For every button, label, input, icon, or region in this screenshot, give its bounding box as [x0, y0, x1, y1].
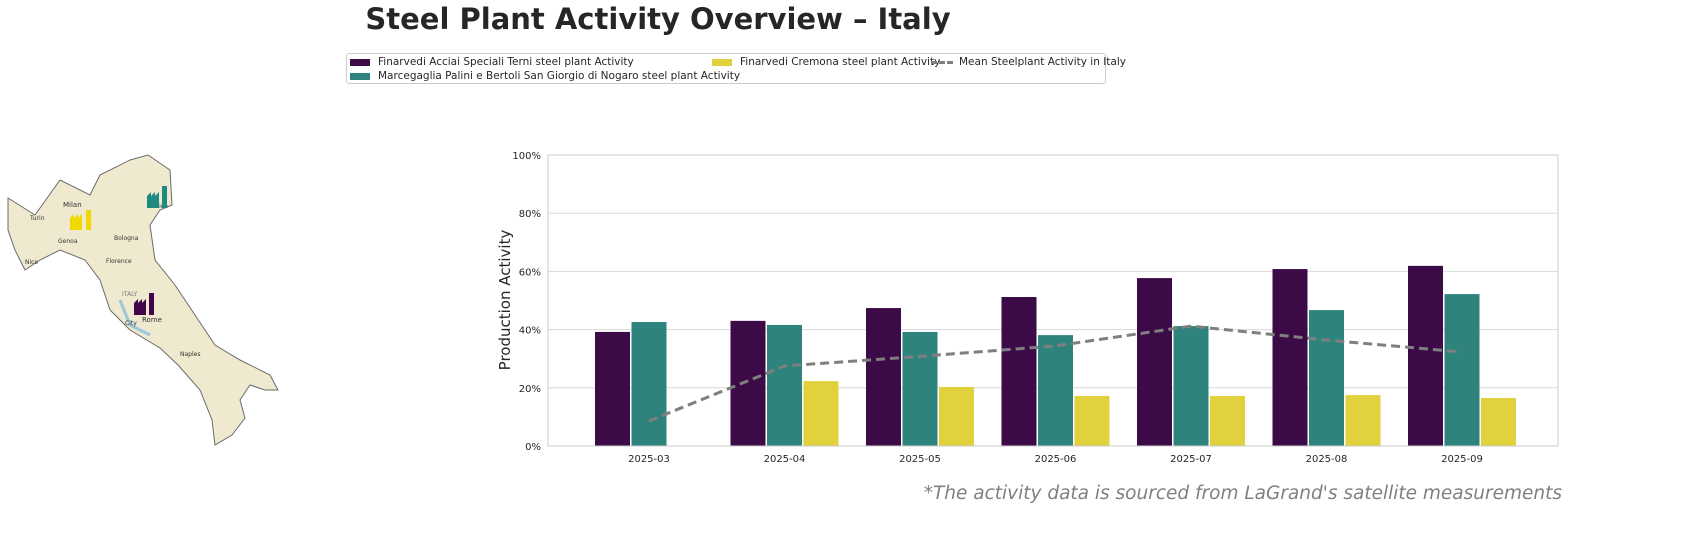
legend-label: Mean Steelplant Activity in Italy	[959, 56, 1126, 68]
legend-item-cremona: Finarvedi Cremona steel plant Activity	[712, 56, 940, 68]
map-label: Genoa	[58, 238, 78, 245]
map-label: City	[125, 320, 137, 327]
x-tick-label: 2025-09	[1441, 454, 1483, 465]
factory-icon-cremona	[70, 210, 91, 230]
chart-legend: Finarvedi Acciai Speciali Terni steel pl…	[346, 53, 1126, 84]
legend-item-mean: Mean Steelplant Activity in Italy	[931, 56, 1126, 68]
legend-swatch	[712, 58, 732, 66]
map-labels: Milan Turin Genoa Bologna Florence ITALY…	[25, 201, 200, 358]
map-label: Naples	[180, 351, 200, 358]
bar-terni	[1001, 297, 1037, 446]
plot-frame	[547, 154, 1559, 447]
map-label: Nice	[25, 259, 38, 266]
bar-marcegaglia	[767, 324, 802, 446]
legend-label: Finarvedi Cremona steel plant Activity	[740, 56, 941, 68]
x-tick-label: 2025-03	[628, 454, 670, 465]
map-label: Rome	[142, 316, 162, 324]
y-tick-label: 40%	[519, 326, 541, 337]
bar-terni	[595, 331, 630, 446]
bar-terni	[730, 320, 766, 446]
footnote: *The activity data is sourced from LaGra…	[923, 483, 1562, 504]
y-tick-label: 20%	[519, 384, 541, 395]
legend-swatch	[350, 58, 370, 66]
coast-water	[118, 299, 151, 337]
italy-map: Milan Turin Genoa Bologna Florence ITALY…	[7, 154, 279, 446]
y-tick-label: 0%	[525, 442, 541, 453]
bar-cremona	[803, 381, 839, 446]
bar-marcegaglia	[1038, 335, 1073, 446]
bar-terni	[1272, 269, 1308, 446]
bar-marcegaglia	[1173, 326, 1209, 446]
bar-marcegaglia	[902, 331, 938, 446]
bar-terni	[1137, 278, 1172, 446]
map-label: Florence	[106, 258, 132, 265]
legend-swatch	[350, 72, 370, 80]
bar-terni	[1408, 265, 1443, 446]
bar-cremona	[1345, 395, 1381, 446]
x-tick-label: 2025-08	[1306, 454, 1348, 465]
legend-item-marcegaglia: Marcegaglia Palini e Bertoli San Giorgio…	[350, 70, 740, 82]
bar-cremona	[939, 386, 974, 446]
y-tick-label: 100%	[512, 151, 541, 162]
x-tick-label: 2025-07	[1170, 454, 1212, 465]
bar-cremona	[1481, 397, 1516, 446]
bar-cremona	[1210, 395, 1245, 446]
bar-marcegaglia	[631, 322, 667, 446]
x-tick-label: 2025-06	[1035, 454, 1077, 465]
x-tick-label: 2025-04	[764, 454, 806, 465]
mean-activity-line	[648, 324, 1463, 423]
legend-dash	[931, 60, 953, 64]
bar-marcegaglia	[1309, 310, 1344, 446]
y-axis-label: Production Activity	[496, 230, 514, 371]
page-title: Steel Plant Activity Overview – Italy	[365, 2, 951, 36]
bar-terni	[866, 308, 901, 446]
y-tick-label: 60%	[519, 267, 541, 278]
legend-item-terni: Finarvedi Acciai Speciali Terni steel pl…	[350, 56, 634, 68]
map-label: ITALY	[122, 291, 138, 298]
x-tick-label: 2025-05	[899, 454, 941, 465]
bar-marcegaglia	[1444, 294, 1480, 446]
map-label: Milan	[63, 201, 82, 209]
bar-cremona	[1074, 395, 1110, 446]
legend-label: Marcegaglia Palini e Bertoli San Giorgio…	[378, 70, 741, 82]
map-label: Turin	[29, 215, 45, 222]
y-tick-label: 80%	[519, 209, 541, 220]
factory-icon-terni	[134, 293, 154, 315]
factory-icon-san-giorgio	[147, 186, 167, 208]
legend-label: Finarvedi Acciai Speciali Terni steel pl…	[378, 56, 634, 68]
map-label: Bologna	[114, 235, 139, 242]
